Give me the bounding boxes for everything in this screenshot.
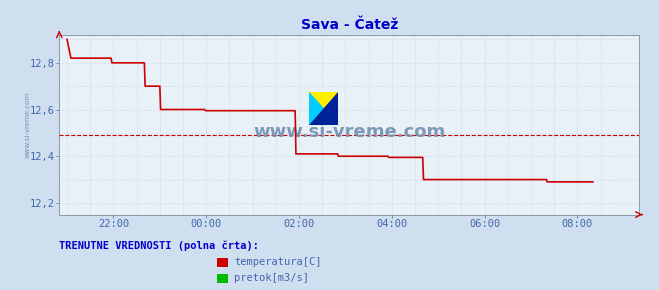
Polygon shape: [308, 92, 337, 125]
Text: TRENUTNE VREDNOSTI (polna črta):: TRENUTNE VREDNOSTI (polna črta):: [59, 241, 259, 251]
Text: www.si-vreme.com: www.si-vreme.com: [24, 92, 30, 158]
Title: Sava - Čatež: Sava - Čatež: [301, 18, 398, 32]
Polygon shape: [308, 92, 337, 125]
Polygon shape: [308, 92, 323, 125]
Text: pretok[m3/s]: pretok[m3/s]: [234, 273, 309, 283]
Text: www.si-vreme.com: www.si-vreme.com: [253, 123, 445, 141]
Text: temperatura[C]: temperatura[C]: [234, 258, 322, 267]
